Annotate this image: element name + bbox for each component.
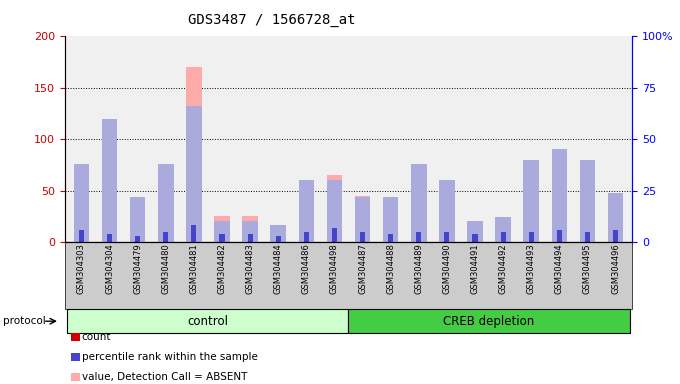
Bar (186, 106, 202, 242)
Bar (495, 223, 511, 242)
Bar (500, 232, 506, 242)
Bar (79, 230, 84, 242)
Bar (613, 235, 618, 242)
Bar (557, 230, 562, 242)
Bar (439, 180, 455, 242)
Bar (585, 236, 590, 242)
Bar (444, 236, 449, 242)
Bar (579, 160, 595, 242)
Bar (416, 235, 422, 242)
Text: protocol: protocol (3, 316, 46, 326)
Bar (102, 180, 118, 242)
Bar (388, 234, 393, 242)
Bar (107, 235, 112, 242)
Bar (332, 234, 337, 242)
Bar (388, 236, 393, 242)
Bar (383, 206, 398, 242)
Bar (613, 230, 618, 242)
Bar (608, 211, 624, 242)
Bar (130, 197, 146, 242)
Bar (248, 234, 253, 242)
Bar (557, 235, 562, 242)
Bar (220, 237, 224, 242)
Bar (158, 164, 173, 242)
Bar (163, 232, 169, 242)
Bar (355, 197, 371, 242)
Bar (220, 234, 224, 242)
Bar (186, 67, 202, 242)
Bar (271, 228, 286, 242)
Bar (524, 160, 539, 242)
Bar (360, 235, 365, 242)
Bar (444, 232, 449, 242)
Bar (579, 196, 595, 242)
Bar (73, 222, 89, 242)
Bar (191, 233, 197, 242)
Bar (467, 222, 483, 242)
Bar (326, 180, 342, 242)
Bar (275, 238, 281, 242)
Bar (524, 172, 539, 242)
Bar (130, 219, 146, 242)
Bar (242, 216, 258, 242)
Text: control: control (188, 315, 228, 328)
Bar (360, 232, 365, 242)
Bar (355, 196, 371, 242)
Bar (107, 234, 112, 242)
Bar (551, 149, 567, 242)
Bar (135, 236, 140, 242)
Bar (242, 222, 258, 242)
Bar (500, 236, 506, 242)
Bar (248, 237, 253, 242)
Bar (326, 175, 342, 242)
Bar (73, 164, 89, 242)
Bar (163, 235, 169, 242)
Bar (304, 232, 309, 242)
Text: percentile rank within the sample: percentile rank within the sample (82, 352, 258, 362)
Bar (304, 236, 309, 242)
Bar (271, 225, 286, 242)
Bar (299, 180, 314, 242)
Bar (299, 199, 314, 242)
Bar (528, 232, 534, 242)
Bar (332, 228, 337, 242)
Bar (214, 216, 230, 242)
Bar (411, 164, 426, 242)
Bar (551, 215, 567, 242)
Bar (473, 234, 477, 242)
Text: value, Detection Call = ABSENT: value, Detection Call = ABSENT (82, 372, 248, 382)
Bar (473, 237, 477, 242)
Bar (608, 193, 624, 242)
Bar (495, 217, 511, 242)
Bar (102, 119, 118, 242)
Bar (135, 237, 140, 242)
Bar (79, 232, 84, 242)
Text: CREB depletion: CREB depletion (443, 315, 534, 328)
Text: count: count (82, 332, 112, 342)
Bar (191, 225, 197, 242)
Bar (439, 189, 455, 242)
Bar (383, 197, 398, 242)
Bar (585, 232, 590, 242)
Bar (416, 232, 422, 242)
Bar (158, 185, 173, 242)
Text: GDS3487 / 1566728_at: GDS3487 / 1566728_at (188, 13, 356, 27)
Bar (214, 222, 230, 242)
Bar (275, 236, 281, 242)
Bar (411, 196, 426, 242)
Bar (528, 236, 534, 242)
Bar (467, 222, 483, 242)
